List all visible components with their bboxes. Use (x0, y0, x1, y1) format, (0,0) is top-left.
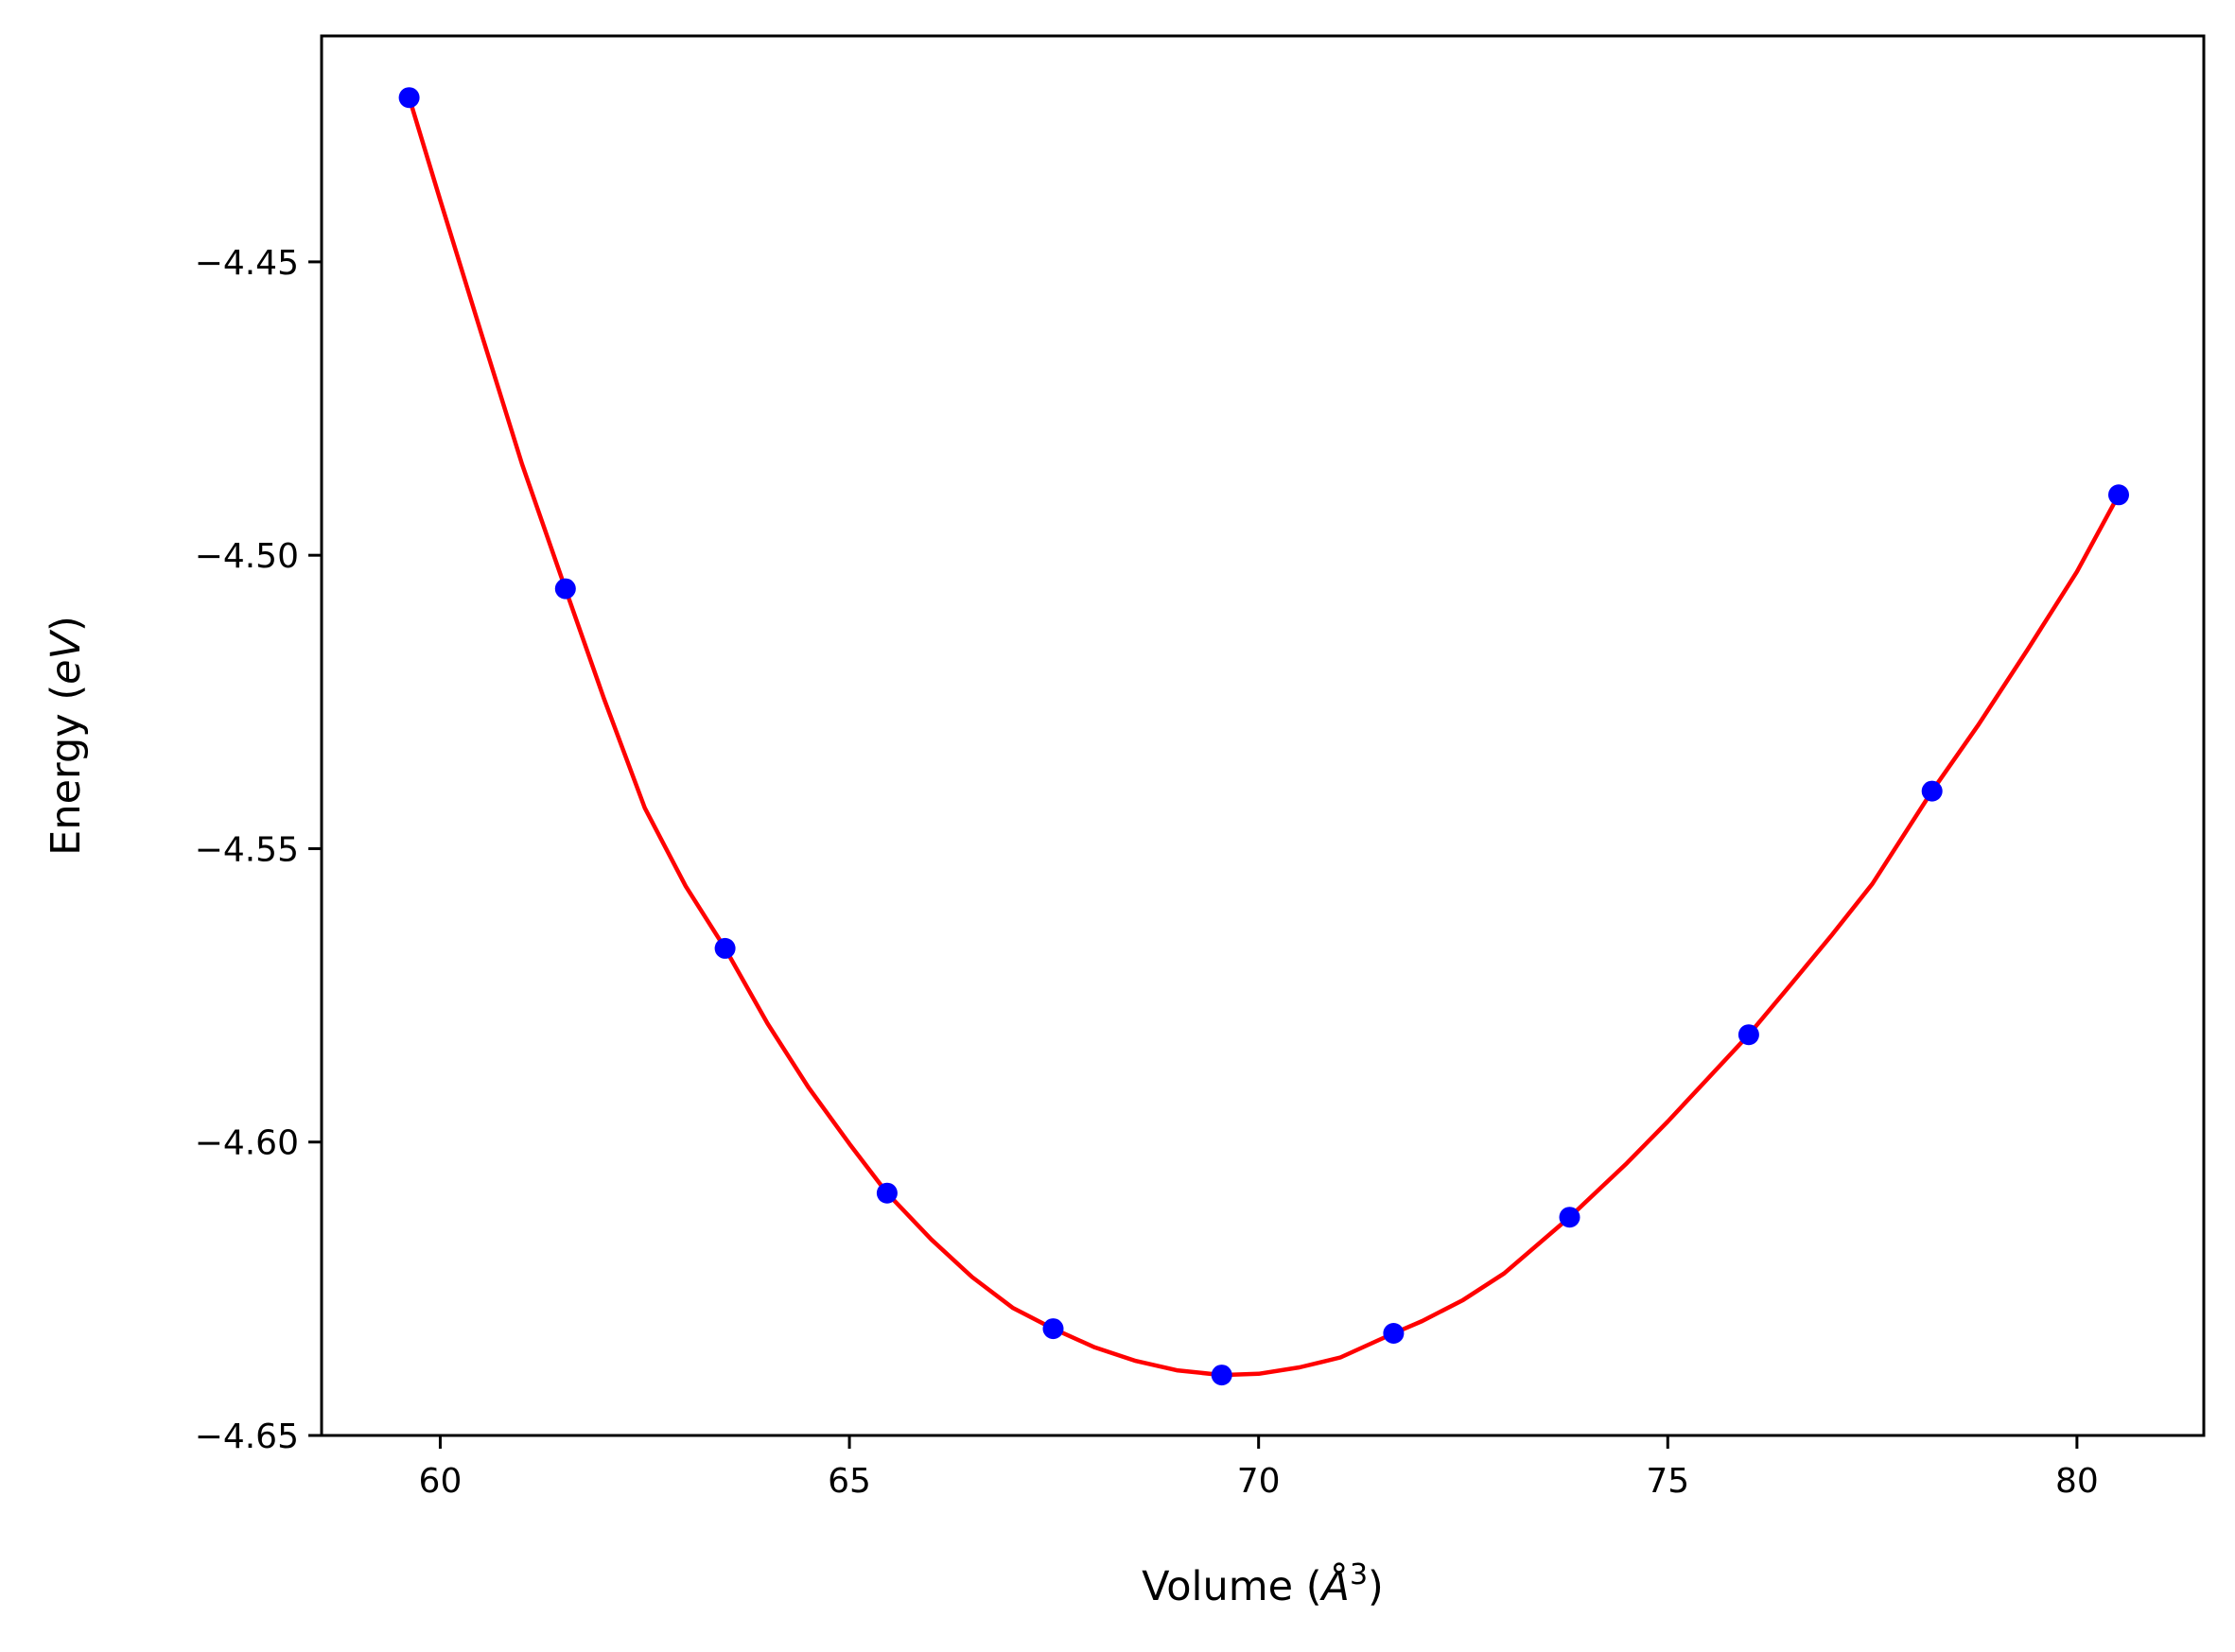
y-axis-label: Energy (eV) (43, 616, 90, 856)
data-point (1737, 1024, 1759, 1046)
x-axis-label: Volume (Å3) (1142, 1558, 1384, 1611)
plot-frame (320, 34, 2206, 1437)
data-points-layer (398, 87, 2129, 1386)
data-point (1042, 1318, 1064, 1340)
y-tick-label: −4.50 (195, 537, 299, 576)
data-point (876, 1182, 898, 1204)
data-point (398, 87, 420, 109)
x-tick-label: 60 (419, 1462, 463, 1501)
data-point (1383, 1323, 1405, 1344)
y-tick-label: −4.65 (195, 1417, 299, 1456)
x-tick-label: 70 (1237, 1462, 1281, 1501)
x-axis: 60 65 70 75 80 (419, 1435, 2099, 1501)
y-tick-label: −4.60 (195, 1124, 299, 1163)
y-axis: −4.45 −4.50 −4.55 −4.60 −4.65 (195, 244, 322, 1456)
y-tick-label: −4.55 (195, 830, 299, 869)
data-point (554, 578, 576, 600)
data-point (2108, 484, 2129, 506)
fit-curve-layer (407, 96, 2121, 1378)
data-point (1559, 1207, 1580, 1228)
x-tick-label: 80 (2055, 1462, 2099, 1501)
x-tick-label: 75 (1646, 1462, 1689, 1501)
fit-curve-line (407, 96, 2121, 1378)
x-tick-label: 65 (828, 1462, 871, 1501)
y-tick-label: −4.45 (195, 244, 299, 283)
data-point (1211, 1365, 1232, 1386)
data-point (714, 937, 736, 959)
data-point (1921, 780, 1943, 802)
